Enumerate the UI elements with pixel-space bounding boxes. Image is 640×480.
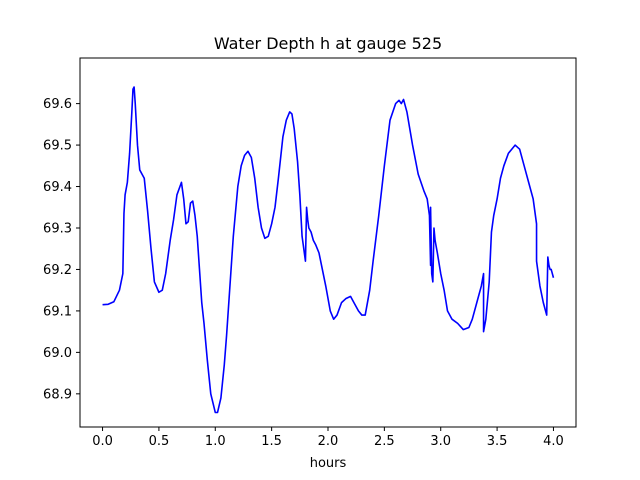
- y-tick-label: 69.5: [43, 139, 72, 154]
- x-axis: 0.0 0.5 1.0 1.5 2.0 2.5 3.0 3.5 4.0: [92, 427, 564, 449]
- chart-title: Water Depth h at gauge 525: [214, 34, 442, 53]
- x-tick-label: 1.5: [261, 434, 282, 449]
- x-tick-label: 4.0: [543, 434, 564, 449]
- series-line-0: [102, 86, 555, 414]
- x-tick-label: 0.5: [149, 434, 170, 449]
- plot-area: [102, 86, 555, 414]
- x-tick-label: 1.0: [205, 434, 226, 449]
- x-tick-label: 0.0: [92, 434, 113, 449]
- y-tick-label: 69.6: [43, 97, 72, 112]
- x-tick-label: 3.0: [430, 434, 451, 449]
- y-tick-label: 69.4: [43, 180, 72, 195]
- y-tick-label: 69.1: [43, 304, 72, 319]
- y-tick-label: 69.2: [43, 263, 72, 278]
- x-tick-label: 2.0: [318, 434, 339, 449]
- x-tick-label: 2.5: [374, 434, 395, 449]
- y-tick-label: 69.0: [43, 346, 72, 361]
- y-tick-label: 69.3: [43, 221, 72, 236]
- x-axis-label: hours: [310, 456, 347, 471]
- x-tick-label: 3.5: [487, 434, 508, 449]
- y-axis: 68.9 69.0 69.1 69.2 69.3 69.4 69.5 69.6: [43, 97, 80, 402]
- y-tick-label: 68.9: [43, 387, 72, 402]
